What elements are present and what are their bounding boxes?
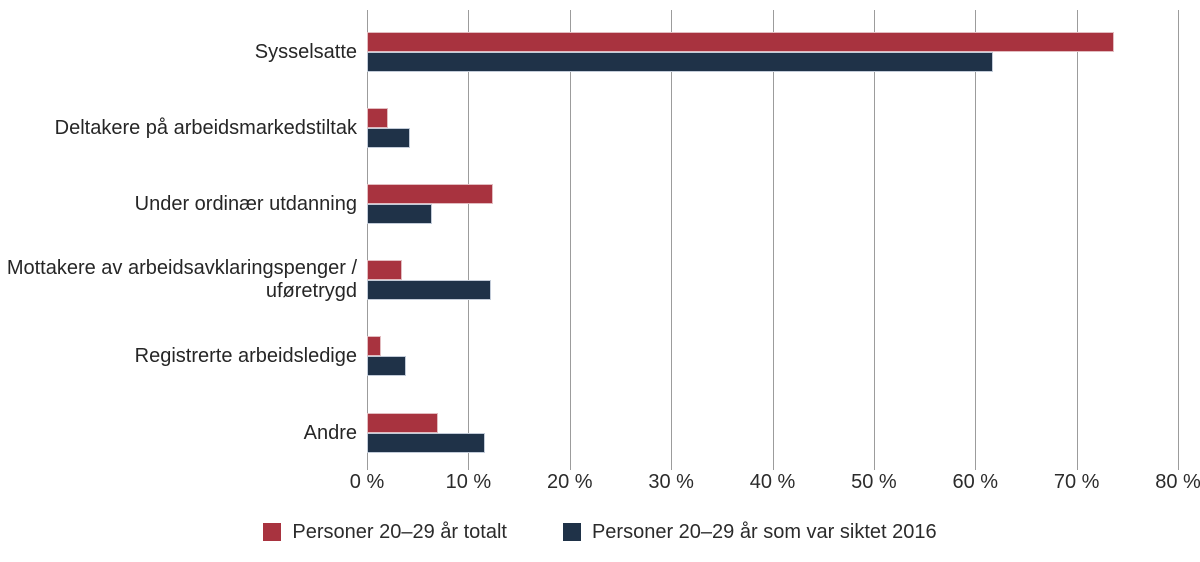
gridline: [671, 10, 673, 470]
gridline: [367, 10, 368, 470]
legend-swatch-totalt: [263, 523, 282, 541]
category-label: Deltakere på arbeidsmarkedstiltak: [54, 116, 357, 139]
legend-label-siktet: Personer 20–29 år som var siktet 2016: [591, 520, 937, 543]
x-tick-label: 50 %: [851, 471, 897, 493]
bar-totalt: [367, 260, 403, 280]
bar-totalt: [367, 184, 493, 204]
category-label: Sysselsatte: [254, 40, 357, 63]
x-tick-label: 80 %: [1155, 471, 1200, 493]
category-label: Andre: [303, 421, 357, 444]
gridline: [569, 10, 571, 470]
gridline: [1178, 10, 1179, 470]
gridline: [468, 10, 470, 470]
bar-totalt: [367, 413, 438, 433]
gridline: [772, 10, 774, 470]
x-tick-label: 40 %: [749, 471, 796, 493]
category-label: Registrerte arbeidsledige: [134, 344, 357, 367]
x-tick-label: 0 %: [349, 471, 385, 493]
legend-item-totalt: Personer 20–29 år totalt: [263, 521, 507, 544]
bar-totalt: [367, 336, 382, 356]
x-tick-label: 60 %: [952, 471, 999, 493]
x-tick-label: 30 %: [648, 471, 694, 493]
x-tick-label: 10 %: [445, 471, 492, 493]
category-label: Mottakere av arbeidsavklaringspenger / u…: [6, 257, 357, 302]
legend-label-totalt: Personer 20–29 år totalt: [292, 520, 507, 543]
category-axis: Sysselsatte Deltakere på arbeidsmarkedsti…: [0, 0, 357, 470]
gridline: [975, 10, 977, 470]
bar-siktet: [367, 280, 491, 300]
plot-area: 0 % 10 % 20 % 30 % 40 % 50 % 60 % 70 % 80 %: [350, 0, 1200, 562]
legend-item-siktet: Personer 20–29 år som var siktet 2016: [562, 520, 937, 544]
bar-totalt: [367, 32, 1115, 52]
bar-totalt: [367, 108, 389, 128]
bar-siktet: [367, 356, 406, 376]
x-tick-label: 20 %: [546, 471, 593, 493]
bar-siktet: [367, 433, 485, 453]
x-tick-label: 70 %: [1053, 471, 1100, 493]
bar-siktet: [367, 128, 410, 148]
legend: Personer 20–29 år totalt Personer 20–29 …: [0, 516, 1200, 548]
legend-swatch-siktet: [562, 523, 581, 541]
gridline: [1076, 10, 1078, 470]
category-label: Under ordinær utdanning: [134, 192, 357, 215]
bar-siktet: [367, 52, 994, 72]
bar-siktet: [367, 204, 432, 224]
gridline: [873, 10, 875, 470]
